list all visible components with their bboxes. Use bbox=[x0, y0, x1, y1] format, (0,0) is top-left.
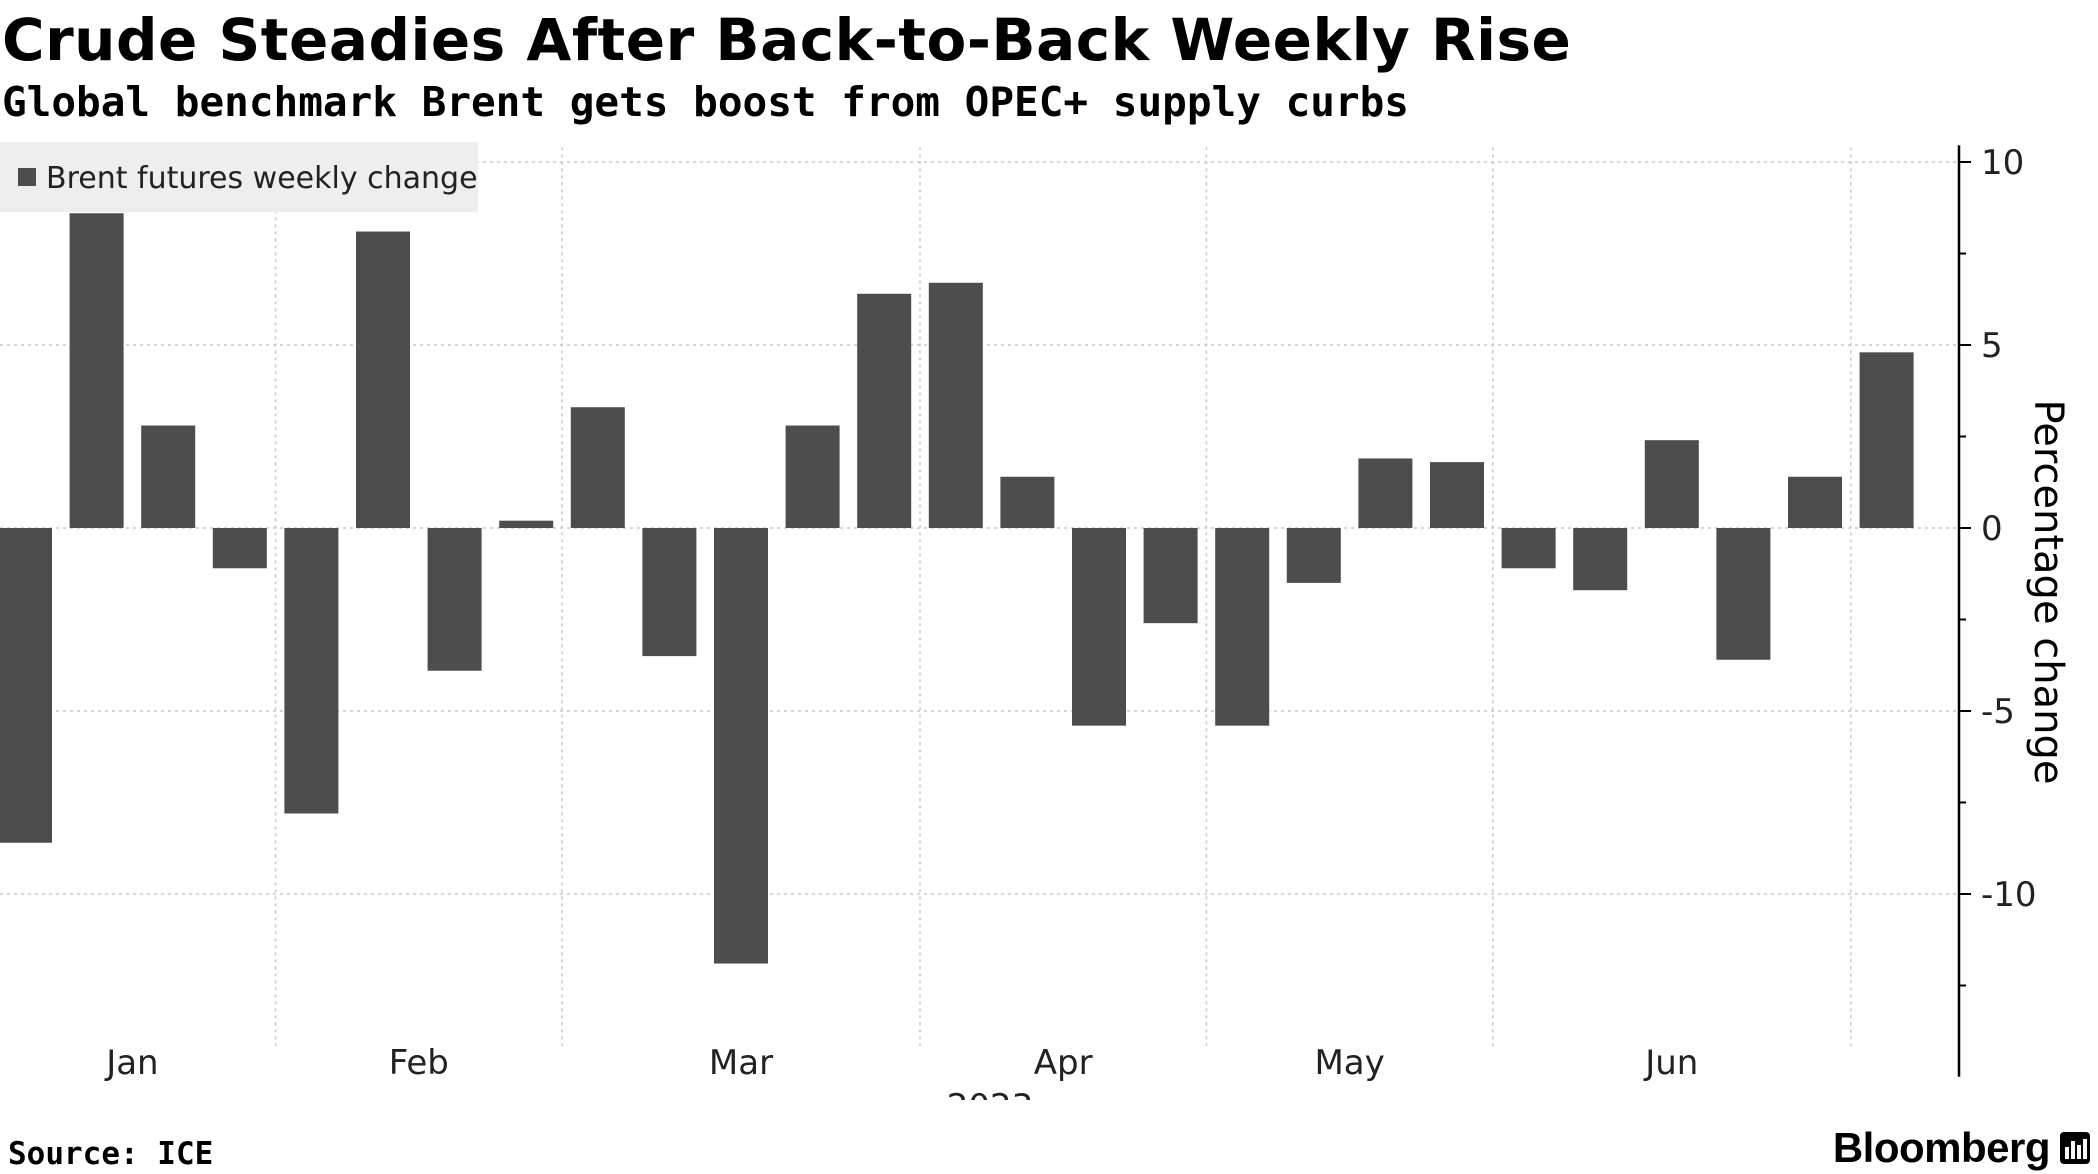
bar bbox=[1143, 528, 1198, 624]
grid-lines bbox=[0, 147, 1959, 1047]
x-tick-label: Mar bbox=[709, 1043, 773, 1083]
bar bbox=[356, 231, 410, 529]
bar bbox=[1072, 528, 1126, 726]
bar bbox=[1716, 528, 1771, 660]
y-tick-label: 10 bbox=[1981, 143, 2024, 183]
y-tick-label: -10 bbox=[1981, 875, 2037, 915]
x-tick-label: Jun bbox=[1643, 1043, 1698, 1083]
bar bbox=[570, 407, 625, 528]
y-tick-label: -5 bbox=[1981, 692, 2015, 732]
bar bbox=[284, 528, 339, 814]
legend-label: Brent futures weekly change bbox=[46, 161, 478, 196]
bar bbox=[1215, 528, 1270, 726]
legend: Brent futures weekly change bbox=[0, 142, 478, 212]
bar bbox=[1644, 440, 1699, 528]
y-tick-label: 5 bbox=[1981, 326, 2003, 366]
bar bbox=[69, 213, 124, 529]
bar bbox=[928, 282, 983, 528]
x-tick-label: May bbox=[1314, 1043, 1384, 1083]
bar bbox=[642, 528, 697, 657]
brand-text: Bloomberg bbox=[1832, 1124, 2051, 1171]
bar bbox=[499, 520, 554, 528]
bar bbox=[1501, 528, 1556, 569]
legend-swatch bbox=[18, 168, 36, 186]
y-tick-label: 0 bbox=[1981, 509, 2003, 549]
source-note: Source: ICE bbox=[8, 1136, 214, 1172]
x-tick-label: Feb bbox=[389, 1043, 449, 1083]
bar bbox=[1000, 476, 1055, 528]
y-axis: 10 5 0 -5 -10 bbox=[1957, 143, 2037, 1077]
x-tick-label: Jan bbox=[104, 1043, 158, 1083]
bar-series bbox=[0, 213, 1914, 964]
x-tick-label: Apr bbox=[1034, 1043, 1093, 1083]
bar bbox=[141, 425, 196, 528]
bloomberg-terminal-icon bbox=[2060, 1132, 2090, 1164]
y-axis-title: Percentage change bbox=[2025, 400, 2071, 785]
bar bbox=[1859, 352, 1914, 528]
x-axis-labels: Jan Feb Mar Apr May Jun bbox=[104, 1043, 1698, 1083]
bar bbox=[1430, 462, 1484, 528]
bar bbox=[427, 528, 482, 671]
chart-title: Crude Steadies After Back-to-Back Weekly… bbox=[2, 6, 1572, 74]
bar bbox=[1286, 528, 1341, 583]
bar bbox=[1358, 458, 1413, 528]
bar bbox=[212, 528, 267, 569]
bar bbox=[785, 425, 840, 528]
bar bbox=[0, 528, 52, 843]
legend-background bbox=[0, 142, 478, 212]
chart-subtitle: Global benchmark Brent gets boost from O… bbox=[2, 78, 1409, 126]
bloomberg-logo: Bloomberg bbox=[1833, 1124, 2090, 1172]
chart-plot: Brent futures weekly change 10 5 0 -5 -10 Ja… bbox=[0, 142, 2071, 1100]
bar bbox=[714, 528, 768, 964]
bar bbox=[857, 293, 912, 528]
bar bbox=[1573, 528, 1628, 591]
bar bbox=[1788, 476, 1842, 528]
x-axis-year-label: 2023 bbox=[947, 1087, 1034, 1100]
